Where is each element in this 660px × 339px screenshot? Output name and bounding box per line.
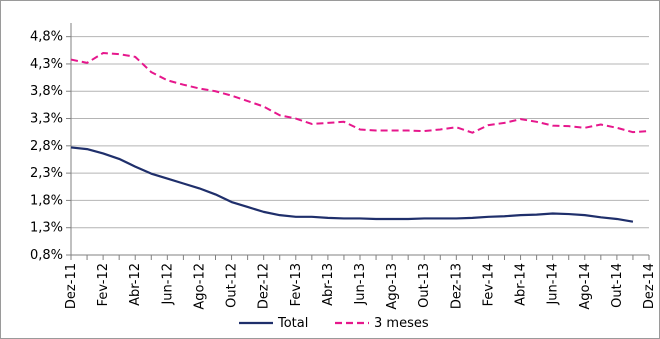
y-tick-labels: 0,8% 1,3% 1,8% 2,3% 2,8% 3,3% 3,8% 4,3% 4,8% [30, 30, 63, 263]
x-tick-labels: Dez-11 Fev-12 Abr-12 Jun-12 Ago-12 Out-12 Dez-… [64, 263, 657, 310]
x-tick-label: Dez-14 [642, 263, 657, 309]
series-lines [70, 52, 650, 223]
legend-label: Total [277, 316, 308, 331]
axes [66, 23, 650, 260]
x-tick-label: Ago-14 [578, 263, 593, 310]
legend-label: 3 meses [374, 316, 429, 331]
y-tick-label: 1,8% [30, 193, 63, 208]
x-tick-label: Jun-14 [546, 263, 561, 306]
y-tick-label: 2,3% [30, 166, 63, 181]
y-tick-label: 2,8% [30, 139, 63, 154]
x-tick-label: Jun-12 [160, 263, 175, 306]
y-tick-label: 3,3% [30, 112, 63, 127]
x-tick-label: Ago-13 [385, 263, 400, 310]
y-tick-label: 1,3% [30, 221, 63, 236]
legend: Total 3 meses [239, 316, 429, 331]
x-tick-label: Fev-12 [96, 263, 111, 306]
series-line-3-meses [70, 52, 650, 134]
x-tick-label: Abr-13 [321, 263, 336, 306]
y-tick-label: 0,8% [30, 248, 63, 263]
x-tick-label: Jun-13 [353, 263, 368, 306]
x-tick-label: Fev-13 [289, 263, 304, 306]
y-tick-label: 4,8% [30, 30, 63, 45]
x-tick-label: Dez-12 [257, 263, 272, 309]
y-tick-label: 4,3% [30, 57, 63, 72]
x-tick-label: Ago-12 [192, 263, 207, 310]
y-tick-label: 3,8% [30, 84, 63, 99]
x-tick-label: Out-12 [225, 263, 240, 308]
x-tick-label: Abr-12 [128, 263, 143, 306]
x-tick-label: Out-14 [610, 263, 625, 308]
x-tick-label: Dez-11 [64, 263, 79, 309]
x-tick-label: Abr-14 [514, 263, 529, 306]
gridlines [71, 36, 649, 229]
series-line-total [70, 146, 634, 223]
x-tick-label: Out-13 [417, 263, 432, 308]
x-tick-label: Fev-14 [481, 263, 496, 306]
x-tick-label: Dez-13 [449, 263, 464, 309]
